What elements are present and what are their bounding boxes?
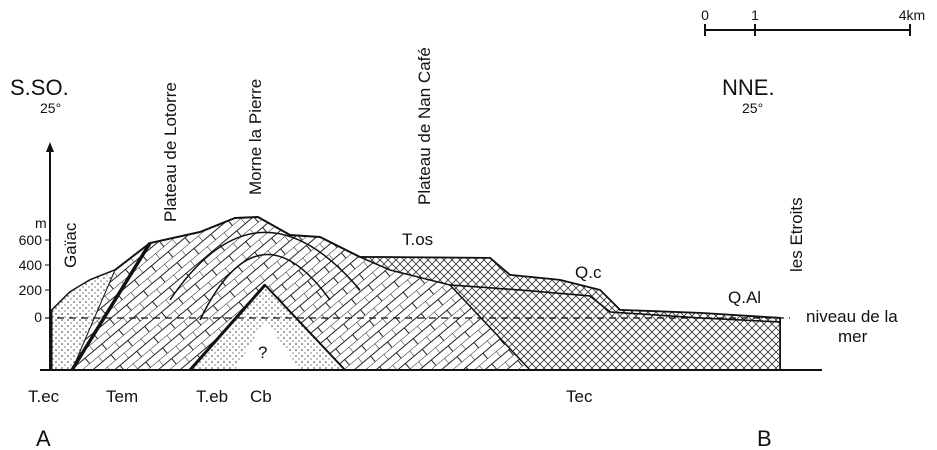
scale-label: 0 <box>701 7 709 23</box>
locality: les Etroits <box>787 197 806 272</box>
formation-label: Q.Al <box>728 288 761 307</box>
axis-unit: m <box>35 215 47 231</box>
locality: Plateau de Lotorre <box>161 82 180 222</box>
formation-label: ? <box>258 343 267 362</box>
axis-tick-label: 400 <box>19 257 43 273</box>
axis-arrow <box>46 142 54 152</box>
orientation-left: S.SO. <box>10 75 69 100</box>
base-label: T.eb <box>196 387 228 406</box>
locality: Plateau de Nan Café <box>415 47 434 205</box>
sea-level-label: niveau de la <box>806 307 898 326</box>
page: {"orientation": {"left": {"label": "S.SO… <box>0 0 937 450</box>
locality: Morne la Pierre <box>246 79 265 195</box>
scale-label: 4km <box>899 7 925 23</box>
base-label: T.ec <box>28 387 60 406</box>
axis-tick-label: 0 <box>34 309 42 325</box>
locality: Gaïac <box>61 222 80 268</box>
cross-section: m 600 400 200 0 0 1 4km S.SO. 25° NNE. 2… <box>0 0 937 450</box>
base-label: Tec <box>566 387 593 406</box>
dip-left: 25° <box>40 100 61 116</box>
formation-label: Q.c <box>575 263 602 282</box>
axis-tick-label: 600 <box>19 232 43 248</box>
orientation-right: NNE. <box>722 75 775 100</box>
formation-label: T.os <box>402 230 433 249</box>
section-end: B <box>757 426 772 450</box>
base-label: Cb <box>250 387 272 406</box>
sea-level-label: mer <box>838 327 868 346</box>
dip-right: 25° <box>742 100 763 116</box>
scale-label: 1 <box>751 7 759 23</box>
section-end: A <box>36 426 51 450</box>
axis-tick-label: 200 <box>19 282 43 298</box>
base-label: Tem <box>106 387 138 406</box>
